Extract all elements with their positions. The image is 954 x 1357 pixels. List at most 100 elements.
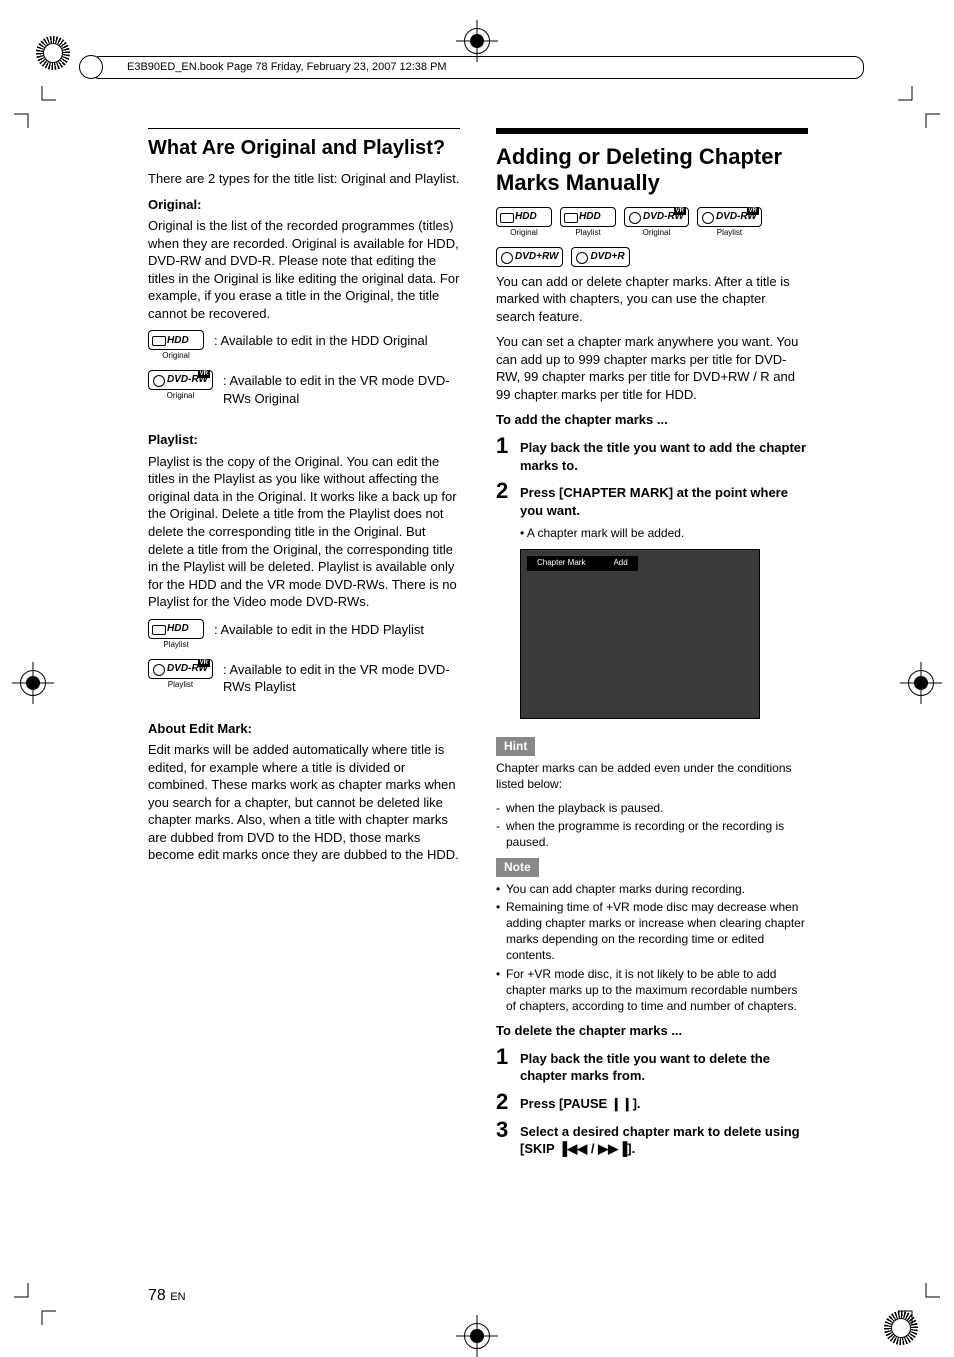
reg-bottom — [462, 1321, 492, 1351]
disc-caption: Playlist — [575, 228, 600, 239]
reg-left — [18, 668, 48, 698]
right-heading: Adding or Deleting Chapter Marks Manuall… — [496, 128, 808, 197]
disc-caption: Original — [510, 228, 538, 239]
add-heading: To add the chapter marks ... — [496, 411, 808, 429]
del-heading: To delete the chapter marks ... — [496, 1022, 808, 1040]
crop-mark-bl — [14, 1283, 56, 1325]
hdd-icon — [563, 212, 577, 222]
step: 2 Press [PAUSE ❙❙]. — [496, 1091, 808, 1113]
vr-badge: VR — [747, 207, 759, 215]
disc-caption: Playlist — [168, 680, 193, 691]
list-item: when the programme is recording or the r… — [496, 818, 808, 850]
disc-badge: DVD+R — [571, 247, 629, 267]
print-header: E3B90ED_EN.book Page 78 Friday, February… — [90, 56, 864, 79]
playlist-body: Playlist is the copy of the Original. Yo… — [148, 453, 460, 611]
disc-caption: Original — [162, 351, 190, 362]
reg-top — [462, 26, 492, 56]
disc-label: HDD — [515, 210, 537, 224]
note-list: You can add chapter marks during recordi… — [496, 881, 808, 1015]
step-number: 1 — [496, 435, 512, 457]
left-heading: What Are Original and Playlist? — [148, 128, 460, 162]
screen-preview: Chapter Mark Add — [520, 549, 760, 719]
step-number: 1 — [496, 1046, 512, 1068]
page-number-value: 78 — [148, 1287, 166, 1304]
crop-mark-tl — [14, 86, 56, 128]
disc-caption: Playlist — [717, 228, 742, 239]
editmark-heading: About Edit Mark: — [148, 720, 460, 738]
left-column: What Are Original and Playlist? There ar… — [148, 128, 460, 1164]
crop-mark-tr — [898, 86, 940, 128]
step: 3 Select a desired chapter mark to delete… — [496, 1119, 808, 1158]
step-text: Play back the title you want to delete t… — [520, 1046, 808, 1085]
step-number: 3 — [496, 1119, 512, 1141]
step: 1 Play back the title you want to add the… — [496, 435, 808, 474]
disc-icon — [151, 375, 165, 385]
hint-intro: Chapter marks can be added even under th… — [496, 760, 808, 792]
disc-caption: Original — [167, 391, 195, 402]
hint-list: when the playback is paused. when the pro… — [496, 800, 808, 851]
step-number: 2 — [496, 480, 512, 502]
original-heading: Original: — [148, 196, 460, 214]
disc-dvdrw-original: DVD-RWVR Original : Available to edit in… — [148, 370, 460, 407]
hdd-icon — [151, 624, 165, 634]
page-content: What Are Original and Playlist? There ar… — [148, 128, 808, 1164]
disc-hdd-original: HDD Original : Available to edit in the … — [148, 330, 460, 362]
disc-desc: : Available to edit in the HDD Playlist — [214, 619, 460, 639]
page-number: 78 EN — [148, 1285, 186, 1307]
print-radial-tl — [36, 36, 70, 70]
vr-badge: VR — [674, 207, 686, 215]
right-p2: You can set a chapter mark anywhere you … — [496, 333, 808, 403]
disc-desc: : Available to edit in the HDD Original — [214, 330, 460, 350]
original-body: Original is the list of the recorded pro… — [148, 217, 460, 322]
disc-caption: Playlist — [163, 640, 188, 651]
reg-right — [906, 668, 936, 698]
crop-mark-br — [898, 1283, 940, 1325]
list-item: when the playback is paused. — [496, 800, 808, 816]
disc-icon — [700, 212, 714, 222]
list-item: For +VR mode disc, it is not likely to b… — [496, 966, 808, 1015]
step-text: Press [PAUSE ❙❙]. — [520, 1091, 808, 1113]
disc-badge: DVD+RW — [496, 247, 563, 267]
hdd-icon — [151, 335, 165, 345]
disc-label: DVD+RW — [515, 250, 558, 264]
disc-icon — [151, 664, 165, 674]
disc-badge: DVD-RWVRPlaylist — [697, 207, 762, 239]
page-lang: EN — [170, 1291, 185, 1303]
step-text: Select a desired chapter mark to delete … — [520, 1119, 808, 1158]
disc-label: DVD+R — [590, 250, 624, 264]
step: 2 Press [CHAPTER MARK] at the point where… — [496, 480, 808, 519]
del-steps: 1 Play back the title you want to delete … — [496, 1046, 808, 1158]
hint-tag: Hint — [496, 737, 535, 755]
playlist-heading: Playlist: — [148, 431, 460, 449]
step: 1 Play back the title you want to delete … — [496, 1046, 808, 1085]
list-item: Remaining time of +VR mode disc may decr… — [496, 899, 808, 964]
disc-hdd-playlist: HDD Playlist : Available to edit in the … — [148, 619, 460, 651]
disc-badge: HDD Original — [496, 207, 552, 239]
hdd-icon — [499, 212, 513, 222]
right-column: Adding or Deleting Chapter Marks Manuall… — [496, 128, 808, 1164]
disc-desc: : Available to edit in the VR mode DVD-R… — [223, 659, 460, 696]
disc-label: HDD — [167, 334, 189, 348]
add-steps: 1 Play back the title you want to add the… — [496, 435, 808, 519]
list-item: You can add chapter marks during recordi… — [496, 881, 808, 897]
step-number: 2 — [496, 1091, 512, 1113]
step-text: Press [CHAPTER MARK] at the point where … — [520, 480, 808, 519]
disc-label: HDD — [167, 622, 189, 636]
add-substep: • A chapter mark will be added. — [520, 525, 808, 541]
disc-desc: : Available to edit in the VR mode DVD-R… — [223, 370, 460, 407]
disc-caption: Original — [643, 228, 671, 239]
vr-badge: VR — [198, 659, 210, 667]
left-intro: There are 2 types for the title list: Or… — [148, 170, 460, 188]
screen-right: Add — [613, 558, 627, 569]
disc-icon — [499, 252, 513, 262]
screen-left: Chapter Mark — [537, 558, 585, 569]
editmark-body: Edit marks will be added automatically w… — [148, 741, 460, 864]
disc-badge: HDDPlaylist — [560, 207, 616, 239]
vr-badge: VR — [198, 370, 210, 378]
note-tag: Note — [496, 858, 539, 876]
disc-icon — [627, 212, 641, 222]
disc-dvdrw-playlist: DVD-RWVR Playlist : Available to edit in… — [148, 659, 460, 696]
disc-badge: DVD-RWVROriginal — [624, 207, 689, 239]
right-p1: You can add or delete chapter marks. Aft… — [496, 273, 808, 326]
step-text: Play back the title you want to add the … — [520, 435, 808, 474]
